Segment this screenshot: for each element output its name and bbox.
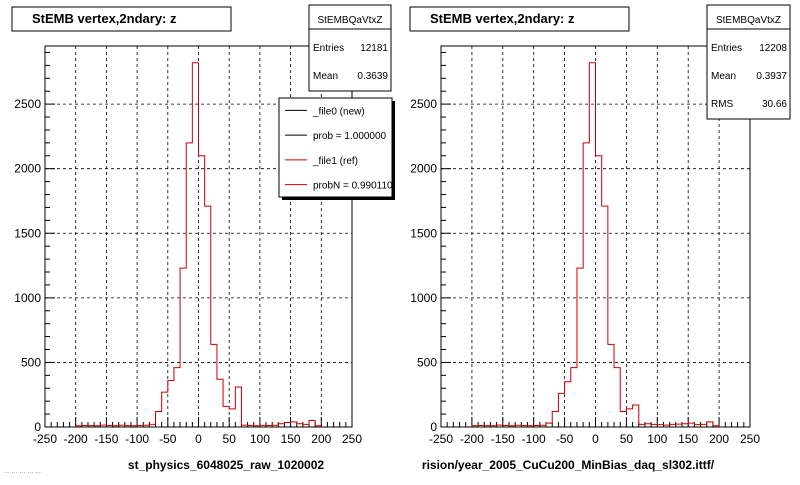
x-tick-label: 150 (281, 432, 301, 446)
x-tick-label: 250 (740, 432, 760, 446)
stats-value: 12181 (360, 43, 388, 54)
legend-label: probN = 0.990110 (313, 181, 393, 192)
histogram-series-line (75, 62, 322, 427)
histogram-series-line (471, 62, 720, 427)
x-tick-label: -200 (64, 432, 88, 446)
x-tick-label: -200 (460, 432, 484, 446)
x-tick-label: -50 (556, 432, 574, 446)
x-tick-label: 50 (620, 432, 634, 446)
x-tick-label: -100 (522, 432, 546, 446)
stats-value: 0.3937 (756, 71, 787, 82)
stats-value: 0.3639 (357, 71, 388, 82)
stats-value: 12208 (759, 43, 787, 54)
chart-title: StEMB vertex,2ndary: z (430, 11, 575, 26)
x-tick-label: 0 (195, 432, 202, 446)
x-tick-label: 100 (647, 432, 667, 446)
x-tick-label: -50 (159, 432, 177, 446)
y-tick-label: 2500 (410, 97, 437, 111)
x-tick-label: -250 (33, 432, 57, 446)
legend-label: _file1 (ref) (312, 156, 358, 167)
y-tick-label: 1000 (410, 291, 437, 305)
x-tick-label: -150 (491, 432, 515, 446)
y-tick-label: 0 (34, 420, 41, 434)
stats-label: RMS (711, 99, 734, 110)
x-tick-label: 250 (342, 432, 362, 446)
stats-label: Mean (313, 71, 338, 82)
chart-title: StEMB vertex,2ndary: z (32, 11, 177, 26)
y-tick-label: 2000 (14, 162, 41, 176)
stats-value: 30.66 (762, 99, 787, 110)
stats-name: StEMBQaVtxZ (317, 15, 382, 26)
y-tick-label: 1000 (14, 291, 41, 305)
x-tick-label: 100 (250, 432, 270, 446)
x-tick-label: -250 (429, 432, 453, 446)
x-tick-label: -100 (125, 432, 149, 446)
x-tick-label: 0 (592, 432, 599, 446)
x-axis-label: rision/year_2005_CuCu200_MinBias_daq_sl3… (422, 458, 715, 472)
legend-label: prob = 1.000000 (313, 131, 387, 142)
x-axis-label: st_physics_6048025_raw_1020002 (128, 458, 324, 472)
stats-label: Entries (313, 43, 344, 54)
stats-box (308, 4, 392, 92)
stats-name: StEMBQaVtxZ (716, 15, 781, 26)
y-tick-label: 2000 (410, 162, 437, 176)
y-tick-label: 500 (417, 355, 437, 369)
y-tick-label: 500 (21, 355, 41, 369)
y-tick-label: 1500 (410, 226, 437, 240)
y-tick-label: 1500 (14, 226, 41, 240)
x-tick-label: 200 (311, 432, 331, 446)
x-tick-label: -150 (94, 432, 118, 446)
stats-label: Mean (711, 71, 736, 82)
y-tick-label: 2500 (14, 97, 41, 111)
y-tick-label: 0 (430, 420, 437, 434)
stats-box (706, 4, 791, 120)
title-box (11, 6, 232, 32)
title-box (409, 6, 630, 32)
x-tick-label: 150 (678, 432, 698, 446)
legend-label: _file0 (new) (312, 106, 365, 117)
footer-text: ... ... ... ... ... (4, 468, 41, 475)
legend-box (278, 97, 393, 198)
x-tick-label: 50 (223, 432, 237, 446)
x-tick-label: 200 (709, 432, 729, 446)
stats-label: Entries (711, 43, 742, 54)
